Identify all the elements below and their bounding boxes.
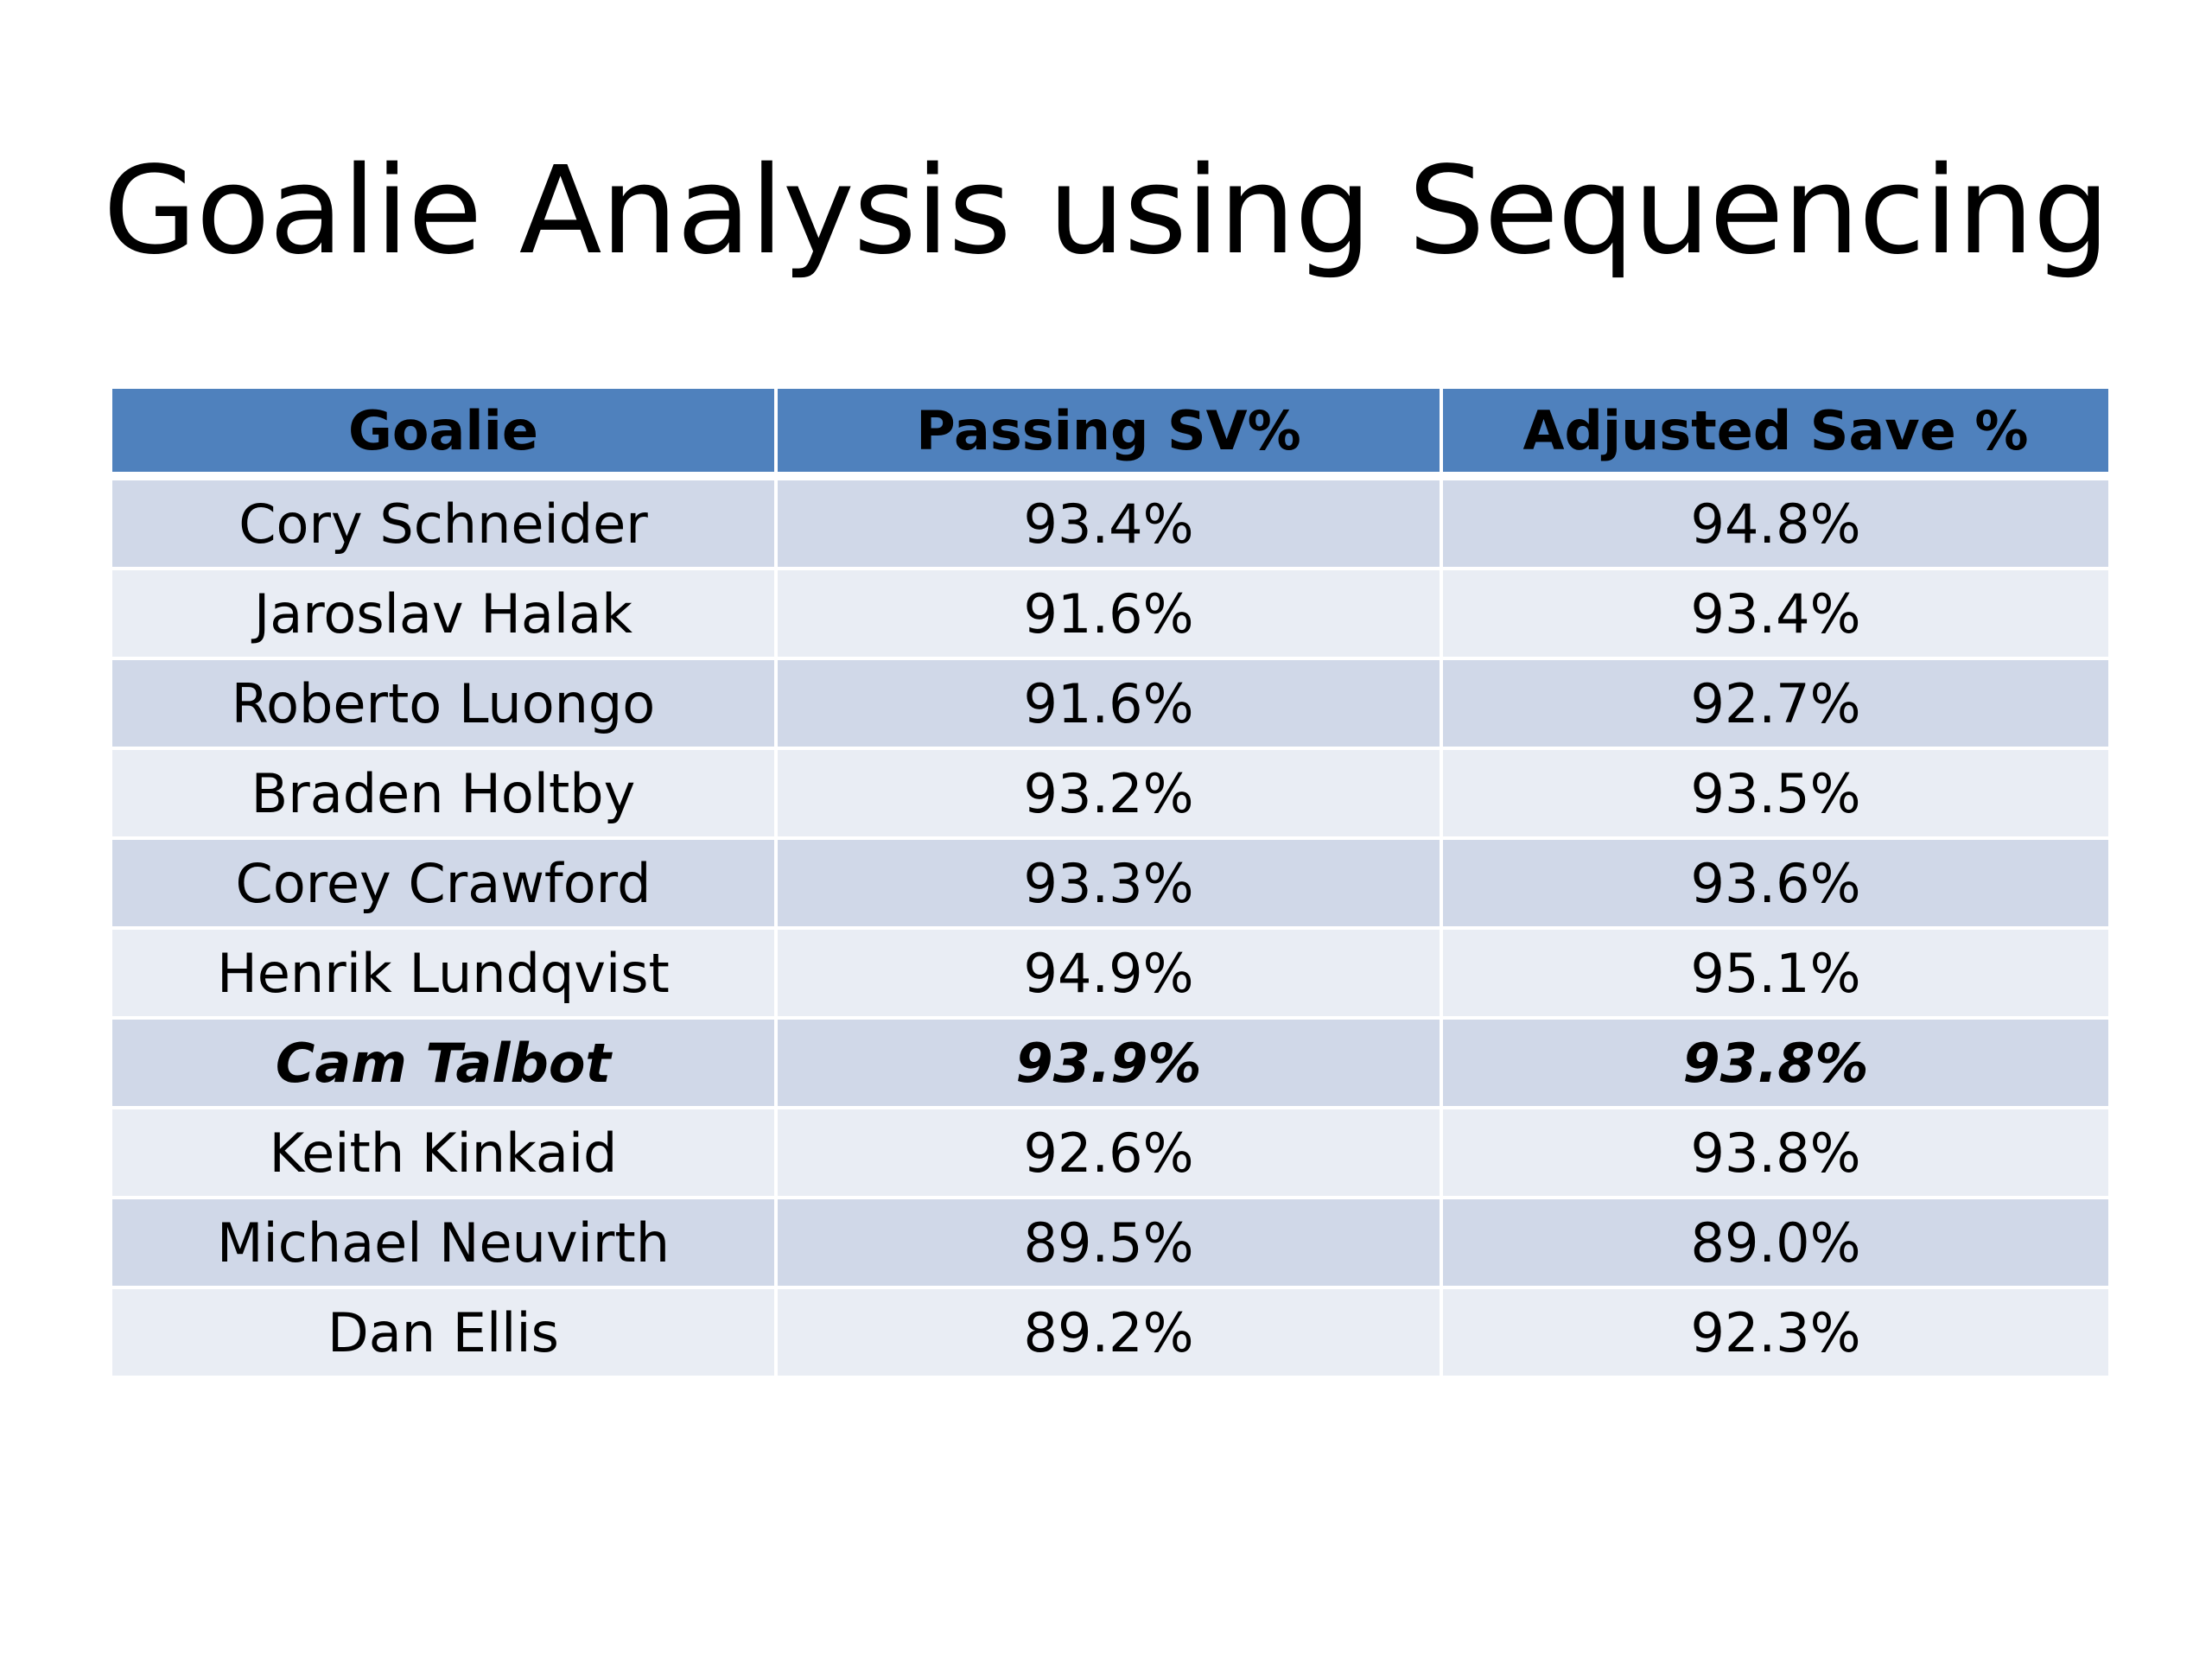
adjusted-sv-cell: 94.8% — [1443, 480, 2108, 570]
adjusted-sv-cell: 93.4% — [1443, 570, 2108, 660]
goalie-name-cell: Dan Ellis — [112, 1289, 778, 1379]
passing-sv-cell: 89.2% — [778, 1289, 1443, 1379]
table-row: Corey Crawford 93.3% 93.6% — [112, 840, 2108, 930]
passing-sv-cell: 92.6% — [778, 1109, 1443, 1199]
table-row: Henrik Lundqvist 94.9% 95.1% — [112, 930, 2108, 1020]
goalie-name-cell: Cory Schneider — [112, 480, 778, 570]
adjusted-sv-cell: 93.5% — [1443, 750, 2108, 840]
passing-sv-cell: 93.3% — [778, 840, 1443, 930]
goalie-name-cell: Braden Holtby — [112, 750, 778, 840]
table-row-highlighted: Cam Talbot 93.9% 93.8% — [112, 1020, 2108, 1109]
adjusted-sv-cell: 93.8% — [1443, 1020, 2108, 1109]
adjusted-sv-cell: 89.0% — [1443, 1199, 2108, 1289]
passing-sv-cell: 91.6% — [778, 660, 1443, 750]
table-row: Dan Ellis 89.2% 92.3% — [112, 1289, 2108, 1379]
table-row: Roberto Luongo 91.6% 92.7% — [112, 660, 2108, 750]
passing-sv-cell: 91.6% — [778, 570, 1443, 660]
passing-sv-cell: 93.9% — [778, 1020, 1443, 1109]
table-body: Cory Schneider 93.4% 94.8% Jaroslav Hala… — [112, 480, 2108, 1379]
adjusted-sv-cell: 93.8% — [1443, 1109, 2108, 1199]
header-row: Goalie Passing SV% Adjusted Save % — [112, 389, 2108, 480]
passing-sv-cell: 93.4% — [778, 480, 1443, 570]
passing-sv-cell: 93.2% — [778, 750, 1443, 840]
column-header-adjusted-save: Adjusted Save % — [1443, 389, 2108, 480]
adjusted-sv-cell: 93.6% — [1443, 840, 2108, 930]
table-row: Braden Holtby 93.2% 93.5% — [112, 750, 2108, 840]
goalie-table-container: Goalie Passing SV% Adjusted Save % Cory … — [112, 389, 2108, 1379]
goalie-name-cell: Roberto Luongo — [112, 660, 778, 750]
goalie-table: Goalie Passing SV% Adjusted Save % Cory … — [112, 389, 2108, 1379]
passing-sv-cell: 89.5% — [778, 1199, 1443, 1289]
goalie-name-cell: Corey Crawford — [112, 840, 778, 930]
table-row: Cory Schneider 93.4% 94.8% — [112, 480, 2108, 570]
goalie-name-cell: Keith Kinkaid — [112, 1109, 778, 1199]
column-header-passing-sv: Passing SV% — [778, 389, 1443, 480]
goalie-name-cell: Michael Neuvirth — [112, 1199, 778, 1289]
goalie-name-cell: Jaroslav Halak — [112, 570, 778, 660]
goalie-name-cell: Cam Talbot — [112, 1020, 778, 1109]
table-header: Goalie Passing SV% Adjusted Save % — [112, 389, 2108, 480]
column-header-goalie: Goalie — [112, 389, 778, 480]
adjusted-sv-cell: 92.3% — [1443, 1289, 2108, 1379]
slide-title: Goalie Analysis using Sequencing — [103, 141, 2109, 282]
table-row: Michael Neuvirth 89.5% 89.0% — [112, 1199, 2108, 1289]
adjusted-sv-cell: 95.1% — [1443, 930, 2108, 1020]
table-row: Keith Kinkaid 92.6% 93.8% — [112, 1109, 2108, 1199]
goalie-name-cell: Henrik Lundqvist — [112, 930, 778, 1020]
passing-sv-cell: 94.9% — [778, 930, 1443, 1020]
adjusted-sv-cell: 92.7% — [1443, 660, 2108, 750]
table-row: Jaroslav Halak 91.6% 93.4% — [112, 570, 2108, 660]
